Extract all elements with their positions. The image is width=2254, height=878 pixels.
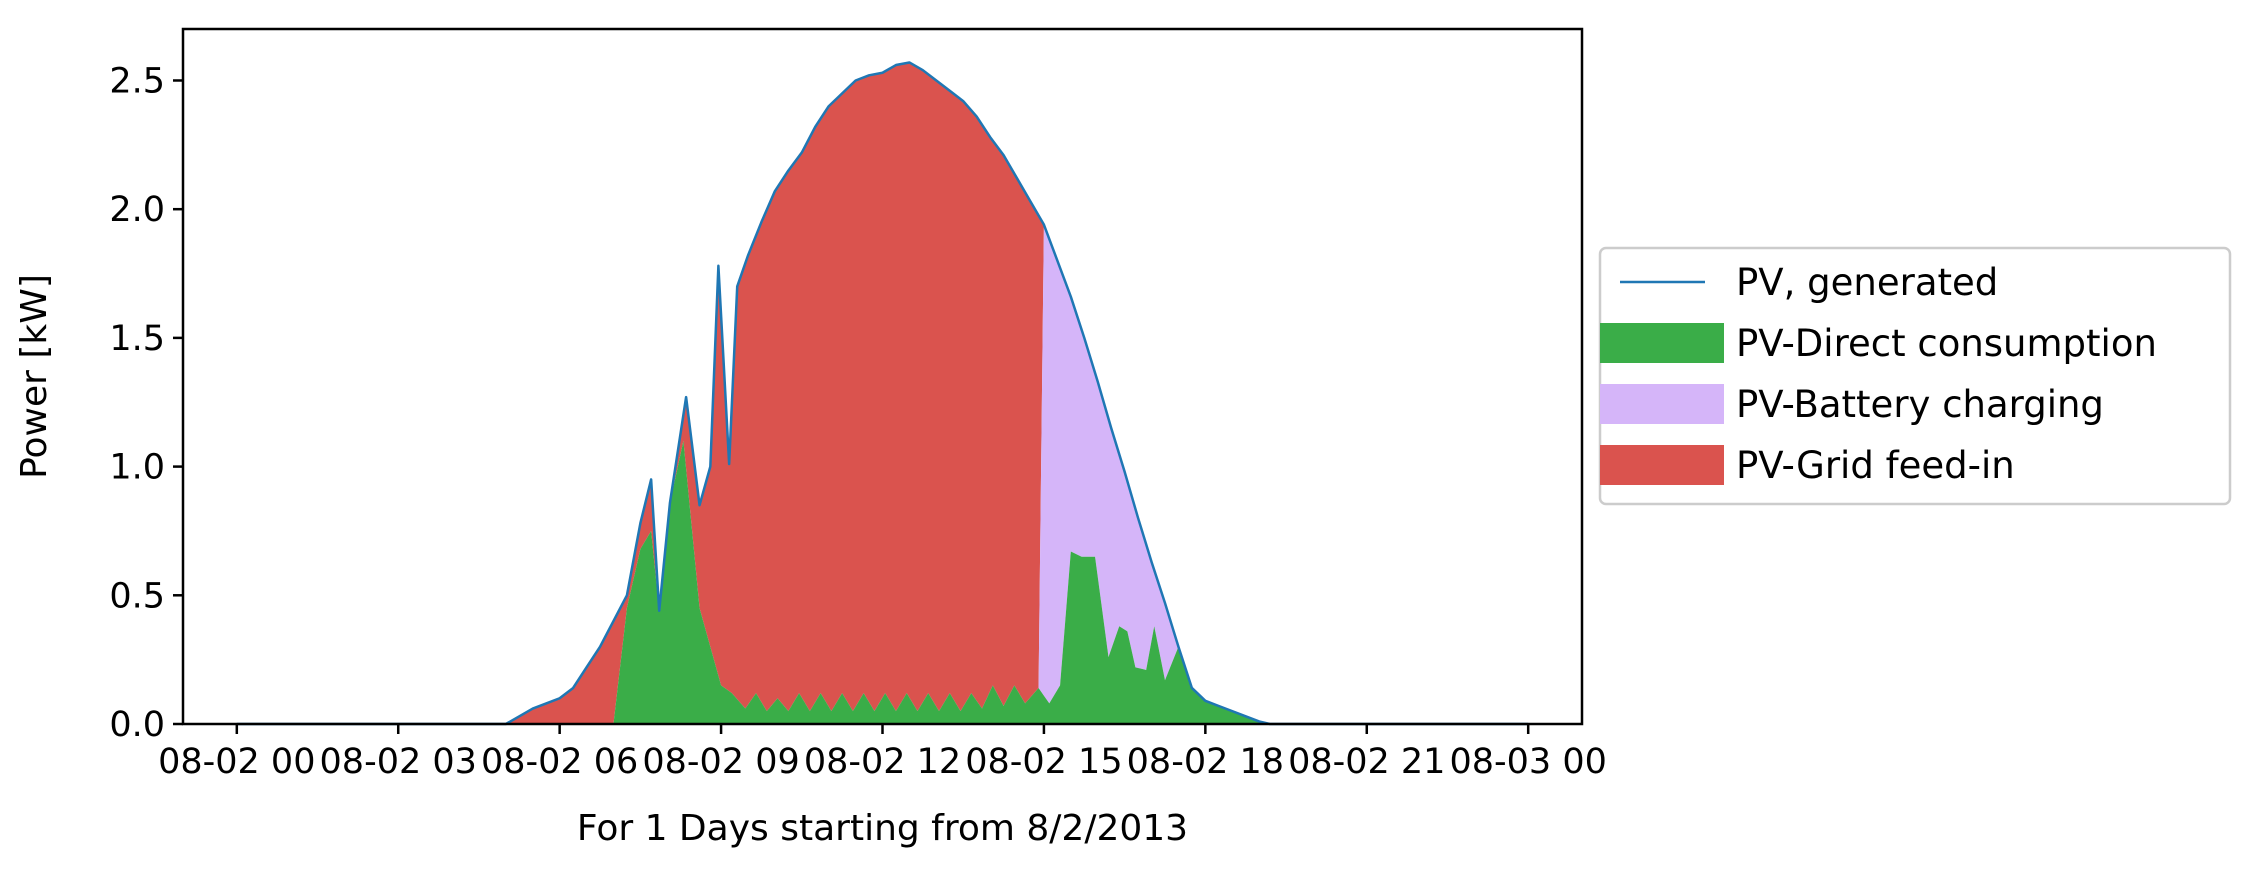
y-tick-label: 2.5: [109, 61, 165, 101]
legend-swatch-patch: [1600, 445, 1724, 485]
legend: PV, generated PV-Direct consumption PV-Bat…: [1598, 246, 2232, 506]
x-tick-label: 08-02 12: [804, 742, 961, 782]
x-tick-label: 08-02 09: [642, 742, 799, 782]
legend-entry-label: PV-Direct consumption: [1736, 322, 2157, 365]
legend-entry-label: PV, generated: [1736, 261, 1998, 304]
y-tick-label: 1.5: [109, 319, 165, 359]
plot-areas: [236, 62, 1529, 724]
plot-line: [236, 61, 1529, 726]
line-pv-generated: [236, 61, 1529, 726]
y-axis: 0.0 0.5 1.0 1.5 2.0 2.5: [109, 61, 183, 745]
x-tick-label: 08-02 15: [965, 742, 1122, 782]
legend-entry-label: PV-Battery charging: [1736, 383, 2104, 426]
x-axis: 08-02 00 08-02 03 08-02 06 08-02 09 08-02 12…: [158, 724, 1607, 782]
y-tick-label: 2.0: [109, 190, 165, 230]
y-axis-label: Power [kW]: [14, 274, 55, 479]
x-tick-label: 08-02 06: [481, 742, 638, 782]
legend-swatch-patch: [1600, 384, 1724, 424]
legend-box: [1598, 246, 2232, 506]
legend-swatch-patch: [1600, 323, 1724, 363]
x-tick-label: 08-02 21: [1288, 742, 1445, 782]
y-tick-label: 0.0: [109, 705, 165, 745]
x-tick-label: 08-03 00: [1450, 742, 1607, 782]
x-tick-label: 08-02 03: [320, 742, 477, 782]
area-grid-feed-in: [236, 62, 1529, 724]
y-tick-label: 1.0: [109, 448, 165, 488]
y-tick-label: 0.5: [109, 576, 165, 616]
legend-entry-label: PV-Grid feed-in: [1736, 444, 2015, 487]
x-axis-label: For 1 Days starting from 8/2/2013: [577, 808, 1188, 849]
x-tick-label: 08-02 00: [158, 742, 315, 782]
x-tick-label: 08-02 18: [1127, 742, 1284, 782]
